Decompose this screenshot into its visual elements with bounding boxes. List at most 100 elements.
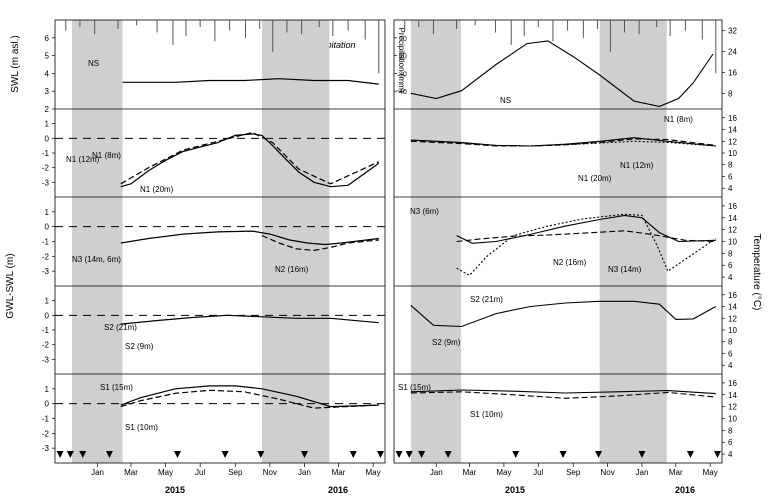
sampling-marker <box>300 451 308 458</box>
sampling-marker <box>638 451 646 458</box>
series-label-right-s2-0: S2 (21m) <box>470 295 503 304</box>
gwl-line-s2-0 <box>120 314 379 325</box>
series-label-left-s2-0: S2 (21m) <box>104 323 137 332</box>
sampling-marker <box>56 451 64 458</box>
series-label-right-n1-1: N1 (12m) <box>620 161 654 170</box>
sampling-marker <box>395 451 403 458</box>
temp-line-n2n3-0 <box>456 214 716 244</box>
temp-line-n1-1 <box>410 138 716 147</box>
shaded-period-1-right <box>599 20 667 463</box>
month-label-mar: Mar <box>332 468 346 477</box>
temp-tick-label-2: 10 <box>728 238 737 247</box>
month-label-jan: Jan <box>430 468 443 477</box>
month-label-jan: Jan <box>636 468 649 477</box>
sampling-marker <box>79 451 87 458</box>
gwl-line-s1-1 <box>120 389 379 409</box>
temp-tick-label-1: 16 <box>728 114 737 123</box>
precip-tick-label: 30 <box>399 71 407 78</box>
left-tick-label-1: 0 <box>45 134 50 143</box>
series-label-right-n1-2: N1 (20m) <box>578 174 612 183</box>
gwl-line-n1-1 <box>120 131 380 185</box>
temp-tick-label-2: 6 <box>728 261 733 270</box>
sampling-marker <box>595 451 603 458</box>
sampling-marker <box>559 451 567 458</box>
left-tick-label-3: 0 <box>45 311 50 320</box>
sampling-marker <box>349 451 357 458</box>
left-tick-label-0: 3 <box>45 87 50 96</box>
sampling-marker <box>376 451 384 458</box>
month-label-jul: Jul <box>195 468 205 477</box>
sampling-marker <box>444 451 452 458</box>
year-label-2015-right: 2015 <box>505 485 525 495</box>
shaded-period-0-right <box>410 20 462 463</box>
left-tick-label-0: 4 <box>45 69 50 78</box>
gwl-line-n2n3-0 <box>120 230 379 246</box>
series-label-left-s1-0: S1 (15m) <box>100 383 133 392</box>
series-label-left-n1-0: N1 (12m) <box>66 155 100 164</box>
temp-line-s1-1 <box>410 391 716 399</box>
year-label-2016-right: 2016 <box>675 485 695 495</box>
gwl-line-s1-0 <box>120 385 379 408</box>
series-label-left-n2n3-1: N2 (16m) <box>275 265 309 274</box>
left-tick-label-4: 1 <box>45 385 50 394</box>
temp-tick-label-4: 10 <box>728 415 737 424</box>
left-tick-label-0: 2 <box>45 105 50 114</box>
month-label-mar: Mar <box>124 468 138 477</box>
sampling-marker <box>173 451 181 458</box>
temp-tick-label-4: 14 <box>728 391 737 400</box>
left-tick-label-1: -1 <box>42 149 50 158</box>
sampling-marker <box>221 451 229 458</box>
temp-tick-label-2: 4 <box>728 273 733 282</box>
precip-tick-label: 20 <box>399 54 407 61</box>
plot-layer: Jan Mar May Jul Sep Nov Jan Mar May Jan Mar May Jul S… <box>42 19 737 477</box>
temp-tick-label-3: 6 <box>728 349 733 358</box>
series-label-left-s1-1: S1 (10m) <box>125 423 158 432</box>
left-tick-label-4: -3 <box>42 444 50 453</box>
temp-tick-label-2: 16 <box>728 202 737 211</box>
temp-tick-label-3: 14 <box>728 303 737 312</box>
temp-tick-label-0: 16 <box>728 68 737 77</box>
sampling-marker <box>512 451 520 458</box>
month-label-mar: Mar <box>463 468 477 477</box>
temp-line-n2n3-1 <box>456 230 716 243</box>
temp-tick-label-1: 8 <box>728 161 733 170</box>
temp-tick-label-4: 8 <box>728 426 733 435</box>
temp-tick-label-3: 10 <box>728 326 737 335</box>
temp-line-s2-0 <box>410 300 717 328</box>
precip-tick-label: 10 <box>399 36 407 43</box>
sampling-marker <box>66 451 74 458</box>
month-label-mar: Mar <box>669 468 683 477</box>
month-label-nov: Nov <box>600 468 614 477</box>
series-label-left-n1-1: N1 (8m) <box>92 151 121 160</box>
temp-tick-label-0: 8 <box>728 89 733 98</box>
series-label-right-ns-0: NS <box>500 96 511 105</box>
series-label-right-s1-1: S1 (10m) <box>470 410 503 419</box>
left-tick-label-4: 0 <box>45 400 50 409</box>
precipitation-axis-label: Precipitation (mm) <box>397 28 406 93</box>
temp-tick-label-4: 6 <box>728 438 733 447</box>
temp-tick-label-4: 4 <box>728 450 733 459</box>
left-tick-label-2: 0 <box>45 223 50 232</box>
series-label-right-n2n3-0: N3 (6m) <box>410 207 439 216</box>
temp-tick-label-1: 10 <box>728 149 737 158</box>
temp-tick-label-3: 16 <box>728 291 737 300</box>
year-label-2015-left: 2015 <box>165 485 185 495</box>
left-tick-label-3: -3 <box>42 355 50 364</box>
left-tick-label-4: -2 <box>42 429 50 438</box>
temp-tick-label-3: 12 <box>728 314 737 323</box>
left-tick-label-2: -1 <box>42 238 50 247</box>
temp-tick-label-4: 16 <box>728 379 737 388</box>
sampling-marker <box>257 451 265 458</box>
sampling-marker <box>405 451 413 458</box>
series-label-right-n2n3-2: N3 (14m) <box>608 265 642 274</box>
swl-axis-label: SWL (m asl.) <box>10 35 21 92</box>
temp-tick-label-2: 12 <box>728 226 737 235</box>
left-tick-label-0: 5 <box>45 52 50 61</box>
month-label-nov: Nov <box>263 468 277 477</box>
month-label-may: May <box>366 468 381 477</box>
left-tick-label-2: -3 <box>42 267 50 276</box>
series-label-left-n2n3-0: N3 (14m, 6m) <box>72 255 121 264</box>
gwl-line-n2n3-1 <box>261 235 379 252</box>
gwl-axis-label: GWL-SWL (m) <box>5 253 16 318</box>
